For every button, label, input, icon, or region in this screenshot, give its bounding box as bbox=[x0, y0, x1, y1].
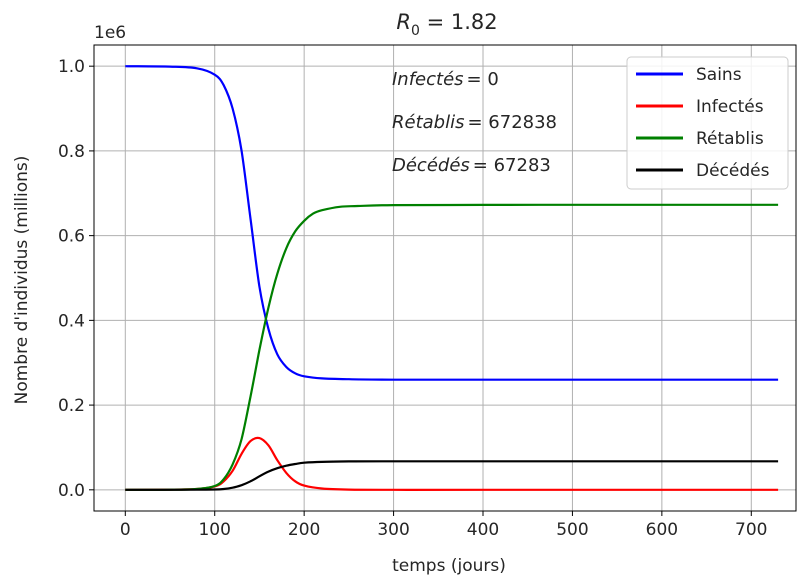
y-tick-label: 1.0 bbox=[58, 57, 85, 77]
y-tick-label: 0.6 bbox=[58, 227, 85, 247]
x-tick-label: 300 bbox=[377, 520, 409, 540]
x-tick-label: 100 bbox=[198, 520, 230, 540]
legend: Sains Infectés Rétablis Décédés bbox=[626, 56, 789, 190]
series-line-decedes bbox=[125, 460, 779, 491]
annotations: Infectés = 0 Rétablis = 672838 Décédés = 67… bbox=[392, 69, 557, 176]
y-offset-label: 1e6 bbox=[94, 23, 126, 43]
y-tick-label: 0.0 bbox=[58, 481, 85, 501]
legend-label-infectes: Infectés bbox=[696, 97, 764, 117]
x-tick-label: 500 bbox=[556, 520, 588, 540]
series-line-sains bbox=[125, 65, 779, 381]
x-tick-label: 600 bbox=[646, 520, 678, 540]
x-tick-label: 0 bbox=[120, 520, 131, 540]
annotation-decedes: Décédés = 67283 bbox=[392, 155, 551, 176]
y-tick-label: 0.8 bbox=[58, 142, 85, 162]
annotation-retablis: Rétablis = 672838 bbox=[392, 112, 557, 133]
x-tick-label: 700 bbox=[735, 520, 767, 540]
plot-frame bbox=[93, 44, 797, 512]
x-tick-label: 200 bbox=[288, 520, 320, 540]
legend-label-decedes: Décédés bbox=[696, 161, 770, 181]
series-lines bbox=[125, 65, 779, 491]
y-axis-label: Nombre d'individus (millions) bbox=[12, 156, 32, 405]
series-line-retablis bbox=[125, 203, 779, 491]
annotation-infectes: Infectés = 0 bbox=[392, 69, 499, 90]
chart-title: R0 = 1.82 bbox=[396, 10, 497, 39]
axis-ticks: 0 100 200 300 400 500 600 700 0.0 0.2 0.4 0.6 0.8 1.0 bbox=[58, 57, 768, 540]
legend-box bbox=[626, 56, 789, 190]
x-axis-label: temps (jours) bbox=[392, 556, 506, 576]
y-tick-label: 0.4 bbox=[58, 311, 85, 331]
y-tick-label: 0.2 bbox=[58, 396, 85, 416]
legend-label-sains: Sains bbox=[696, 65, 742, 85]
legend-label-retablis: Rétablis bbox=[696, 129, 764, 149]
x-tick-label: 400 bbox=[467, 520, 499, 540]
